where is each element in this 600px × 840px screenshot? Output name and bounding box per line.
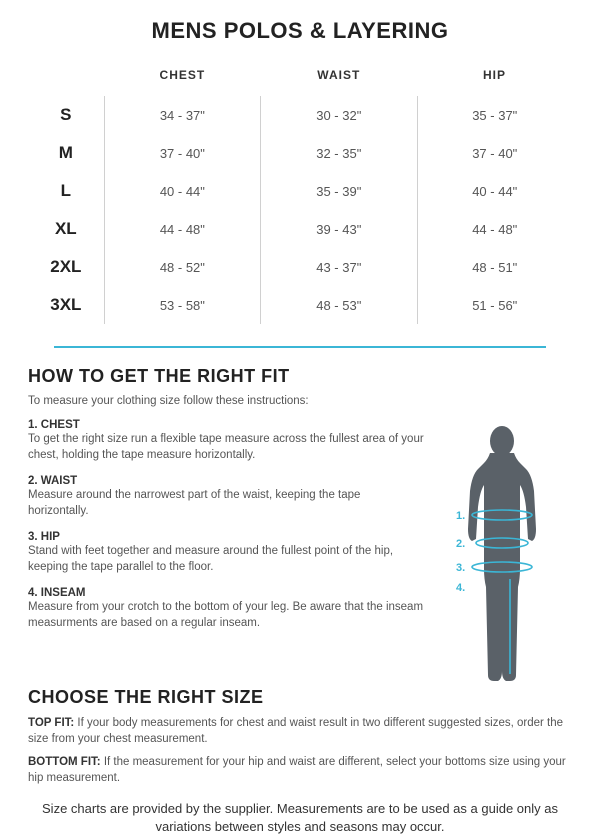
measure-body: Measure from your crotch to the bottom o…: [28, 600, 424, 631]
howto-intro: To measure your clothing size follow the…: [28, 395, 572, 407]
measure-body: Stand with feet together and measure aro…: [28, 544, 424, 575]
measure-block: 1. CHESTTo get the right size run a flex…: [28, 419, 424, 463]
figure-label: 4.: [456, 582, 465, 594]
measure-body: To get the right size run a flexible tap…: [28, 432, 424, 463]
measure-cell: 40 - 44": [417, 172, 572, 210]
measure-block: 3. HIPStand with feet together and measu…: [28, 531, 424, 575]
col-waist: WAIST: [261, 58, 417, 96]
body-figure: 1. 2. 3. 4.: [432, 419, 572, 687]
col-chest: CHEST: [104, 58, 260, 96]
table-row: M37 - 40"32 - 35"37 - 40": [28, 134, 572, 172]
fit-block: TOP FIT: If your body measurements for c…: [28, 716, 572, 747]
table-row: 2XL48 - 52"43 - 37"48 - 51": [28, 248, 572, 286]
measure-cell: 43 - 37": [261, 248, 417, 286]
measure-block: 4. INSEAMMeasure from your crotch to the…: [28, 587, 424, 631]
table-row: S34 - 37"30 - 32"35 - 37": [28, 96, 572, 134]
measure-title: 4. INSEAM: [28, 587, 424, 599]
measure-cell: 44 - 48": [104, 210, 260, 248]
measure-cell: 44 - 48": [417, 210, 572, 248]
measure-cell: 48 - 51": [417, 248, 572, 286]
measure-title: 3. HIP: [28, 531, 424, 543]
measure-cell: 48 - 52": [104, 248, 260, 286]
measure-cell: 37 - 40": [417, 134, 572, 172]
footnote: Size charts are provided by the supplier…: [28, 800, 572, 836]
col-size: [28, 58, 104, 96]
size-cell: M: [28, 134, 104, 172]
fit-label: BOTTOM FIT:: [28, 756, 101, 768]
choose-heading: CHOOSE THE RIGHT SIZE: [28, 687, 572, 708]
figure-label: 2.: [456, 538, 465, 550]
figure-label: 1.: [456, 510, 465, 522]
table-row: XL44 - 48"39 - 43"44 - 48": [28, 210, 572, 248]
table-row: L40 - 44"35 - 39"40 - 44": [28, 172, 572, 210]
size-cell: 2XL: [28, 248, 104, 286]
measure-cell: 35 - 37": [417, 96, 572, 134]
measure-cell: 48 - 53": [261, 286, 417, 324]
howto-heading: HOW TO GET THE RIGHT FIT: [28, 366, 572, 387]
measure-cell: 40 - 44": [104, 172, 260, 210]
size-table: CHEST WAIST HIP S34 - 37"30 - 32"35 - 37…: [28, 58, 572, 324]
fit-text: If the measurement for your hip and wais…: [28, 756, 566, 784]
col-hip: HIP: [417, 58, 572, 96]
measure-cell: 35 - 39": [261, 172, 417, 210]
measure-title: 2. WAIST: [28, 475, 424, 487]
figure-label: 3.: [456, 562, 465, 574]
fit-text: If your body measurements for chest and …: [28, 717, 563, 745]
fit-label: TOP FIT:: [28, 717, 74, 729]
measure-cell: 37 - 40": [104, 134, 260, 172]
measure-cell: 32 - 35": [261, 134, 417, 172]
size-cell: S: [28, 96, 104, 134]
measure-title: 1. CHEST: [28, 419, 424, 431]
table-header-row: CHEST WAIST HIP: [28, 58, 572, 96]
measure-cell: 30 - 32": [261, 96, 417, 134]
size-cell: 3XL: [28, 286, 104, 324]
size-cell: L: [28, 172, 104, 210]
table-row: 3XL53 - 58"48 - 53"51 - 56": [28, 286, 572, 324]
section-divider: [54, 346, 546, 348]
size-cell: XL: [28, 210, 104, 248]
measure-cell: 53 - 58": [104, 286, 260, 324]
measure-cell: 51 - 56": [417, 286, 572, 324]
measure-cell: 39 - 43": [261, 210, 417, 248]
fit-block: BOTTOM FIT: If the measurement for your …: [28, 755, 572, 786]
measure-block: 2. WAISTMeasure around the narrowest par…: [28, 475, 424, 519]
page-title: MENS POLOS & LAYERING: [28, 18, 572, 44]
measure-body: Measure around the narrowest part of the…: [28, 488, 424, 519]
measure-cell: 34 - 37": [104, 96, 260, 134]
